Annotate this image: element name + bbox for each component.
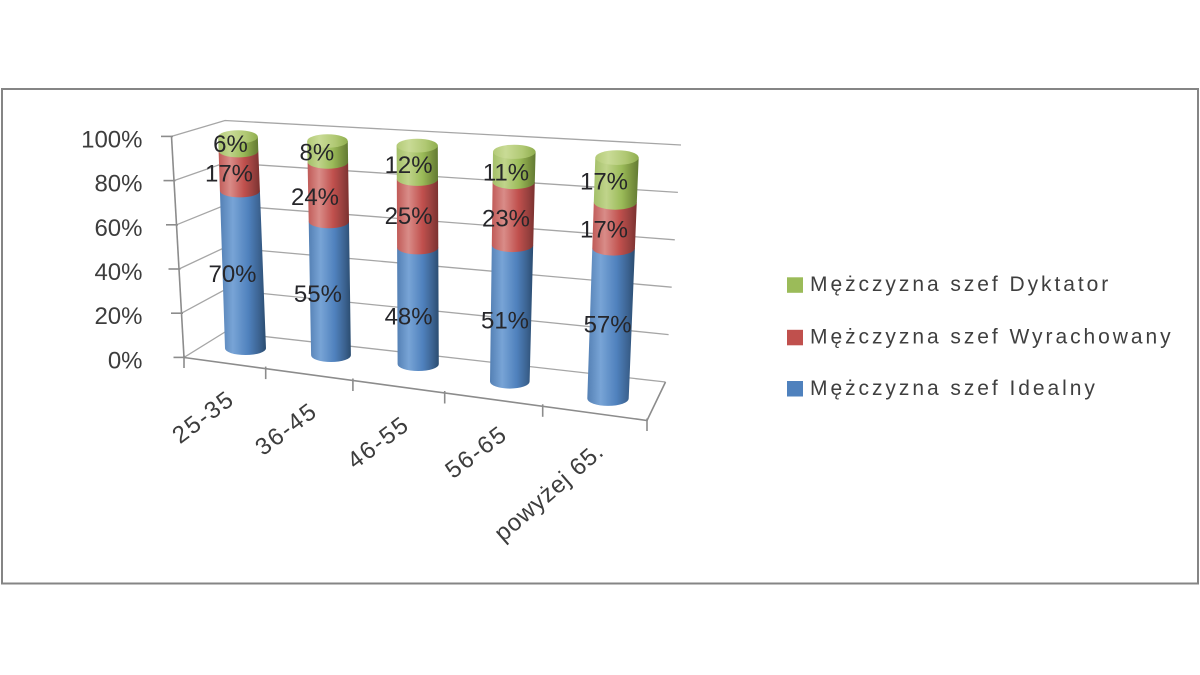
svg-text:51%: 51%: [481, 308, 529, 335]
svg-text:60%: 60%: [94, 215, 142, 242]
svg-text:12%: 12%: [385, 152, 433, 179]
svg-text:0%: 0%: [108, 347, 143, 374]
svg-text:70%: 70%: [208, 261, 256, 288]
svg-text:Mężczyzna szef Dyktator: Mężczyzna szef Dyktator: [810, 273, 1111, 296]
svg-text:80%: 80%: [94, 171, 142, 198]
svg-text:23%: 23%: [482, 206, 530, 233]
svg-text:17%: 17%: [580, 217, 628, 244]
svg-text:57%: 57%: [584, 312, 632, 339]
svg-text:48%: 48%: [385, 303, 433, 330]
svg-text:100%: 100%: [81, 126, 142, 153]
svg-text:17%: 17%: [580, 168, 628, 195]
svg-text:6%: 6%: [213, 131, 248, 158]
svg-text:Mężczyzna szef Idealny: Mężczyzna szef Idealny: [810, 377, 1098, 400]
svg-text:24%: 24%: [291, 184, 339, 211]
svg-text:55%: 55%: [294, 281, 342, 308]
svg-text:25%: 25%: [385, 203, 433, 230]
svg-text:Mężczyzna szef Wyrachowany: Mężczyzna szef Wyrachowany: [810, 326, 1174, 349]
svg-text:8%: 8%: [300, 140, 335, 167]
svg-text:20%: 20%: [94, 303, 142, 330]
svg-text:11%: 11%: [483, 160, 529, 187]
svg-text:17%: 17%: [205, 160, 253, 187]
svg-text:40%: 40%: [94, 259, 142, 286]
